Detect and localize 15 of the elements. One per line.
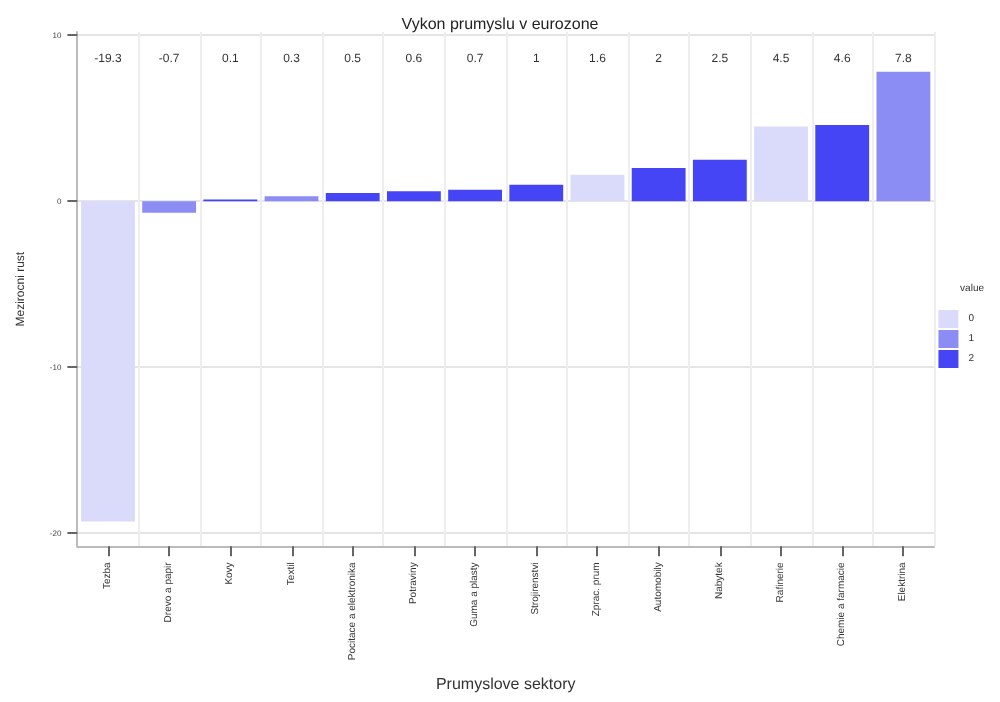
bar <box>325 192 380 202</box>
x-axis-title: Prumyslove sektory <box>435 675 576 693</box>
bar <box>754 126 808 202</box>
bar <box>386 191 441 202</box>
bar <box>692 159 747 202</box>
bar <box>142 201 197 213</box>
bar <box>264 196 319 202</box>
bar <box>448 189 503 202</box>
bar <box>876 71 931 202</box>
chart-title: Vykon prumyslu v eurozone <box>401 15 600 33</box>
bar <box>570 174 625 202</box>
bar <box>631 168 686 202</box>
bar <box>815 124 870 202</box>
bar <box>509 184 564 202</box>
bar <box>81 201 135 522</box>
